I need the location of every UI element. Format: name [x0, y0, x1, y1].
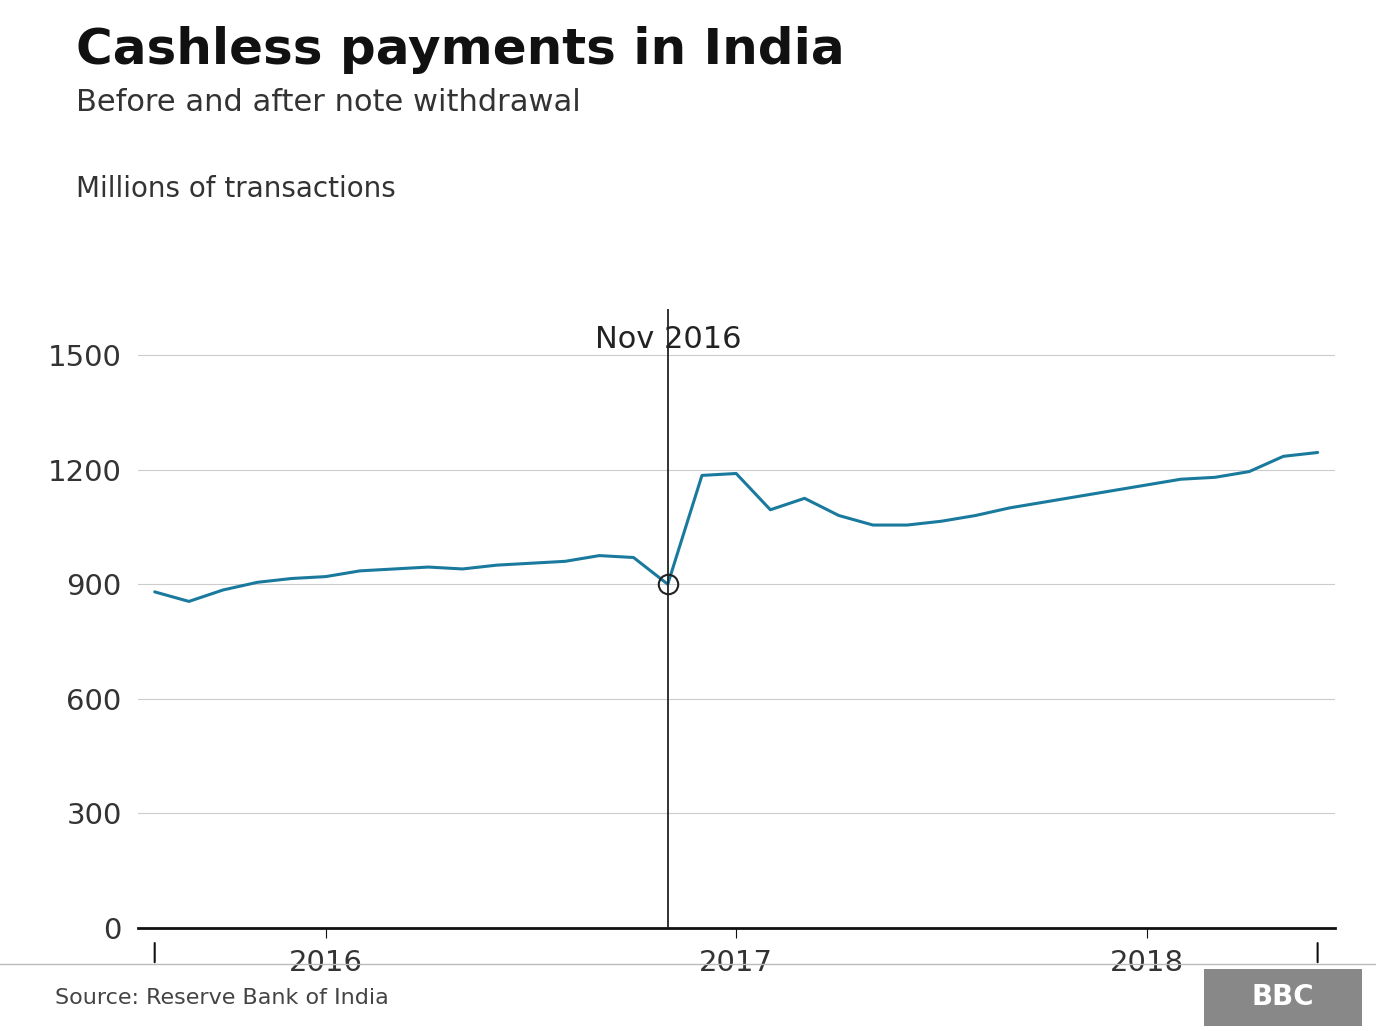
Text: Source: Reserve Bank of India: Source: Reserve Bank of India [55, 988, 389, 1008]
Text: Millions of transactions: Millions of transactions [76, 175, 395, 203]
Text: Nov 2016: Nov 2016 [594, 325, 742, 354]
Text: Before and after note withdrawal: Before and after note withdrawal [76, 88, 581, 117]
Text: BBC: BBC [1252, 984, 1314, 1011]
Text: Cashless payments in India: Cashless payments in India [76, 26, 845, 74]
